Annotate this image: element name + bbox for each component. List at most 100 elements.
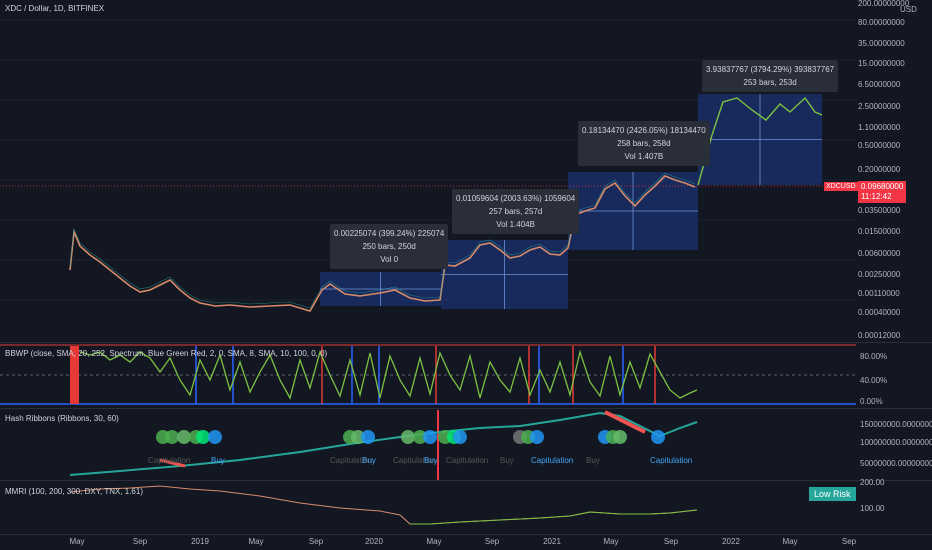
last-price-tag: 0.09680000 11:12:42 bbox=[858, 181, 907, 203]
callout-line: 0.00225074 (399.24%) 225074 bbox=[334, 229, 445, 238]
time-tick: May bbox=[782, 537, 798, 546]
time-axis-divider bbox=[0, 534, 932, 535]
symbol-tag: XDCUSD bbox=[824, 182, 858, 191]
time-tick: May bbox=[69, 537, 85, 546]
bbwp-axis[interactable]: 80.00% 40.00% 0.00% bbox=[856, 342, 932, 408]
ribbon-signal-label: Capitulation bbox=[446, 456, 489, 465]
time-tick: 2019 bbox=[191, 537, 209, 546]
callout-line: Vol 0 bbox=[380, 255, 399, 264]
ribbon-signal-label: Capitulation bbox=[531, 456, 574, 465]
price-tick: 2.50000000 bbox=[858, 102, 901, 111]
time-tick: May bbox=[426, 537, 442, 546]
low-risk-badge: Low Risk bbox=[809, 487, 856, 501]
mmri-axis[interactable]: 200.00 100.00 bbox=[856, 478, 932, 536]
time-tick: 2022 bbox=[722, 537, 740, 546]
hash-signal-dot bbox=[453, 430, 467, 444]
price-tick: 35.00000000 bbox=[858, 39, 905, 48]
price-tick: 0.20000000 bbox=[858, 165, 901, 174]
price-tick: 15.00000000 bbox=[858, 59, 905, 68]
mmri-tick: 100.00 bbox=[860, 504, 885, 513]
hash-signal-dot bbox=[423, 430, 437, 444]
mmri-line bbox=[69, 485, 698, 525]
ribbon-signal-label: Capitulation bbox=[330, 456, 373, 465]
chart-title: XDC / Dollar, 1D, BITFINEX bbox=[5, 4, 105, 13]
hash-signal-dot bbox=[651, 430, 665, 444]
pane-divider[interactable] bbox=[0, 408, 932, 409]
hash-signal-dot bbox=[351, 430, 365, 444]
bbwp-tick: 0.00% bbox=[860, 397, 883, 406]
time-tick: May bbox=[248, 537, 264, 546]
time-tick: 2021 bbox=[543, 537, 561, 546]
price-tick: 80.00000000 bbox=[858, 18, 905, 27]
mmri-low-risk-segment bbox=[410, 509, 698, 525]
hash-signal-dot bbox=[530, 430, 544, 444]
projection-path bbox=[697, 96, 823, 186]
callout-line: 3.93837767 (3794.29%) 393837767 bbox=[706, 65, 835, 74]
mmri-tick: 200.00 bbox=[860, 478, 885, 487]
bbwp-tick: 40.00% bbox=[860, 376, 888, 385]
price-axis[interactable]: USD 200.00000000 80.00000000 35.00000000 15… bbox=[856, 0, 932, 342]
price-tick: 0.00250000 bbox=[858, 270, 901, 279]
bar-countdown: 11:12:42 bbox=[861, 192, 892, 201]
measure-callout[interactable]: 0.00225074 (399.24%) 225074 250 bars, 250… bbox=[330, 224, 449, 269]
ribbon-signal-label: Buy bbox=[500, 456, 514, 465]
time-tick: Sep bbox=[308, 537, 324, 546]
measure-callout[interactable]: 0.01059604 (2003.63%) 1059604 257 bars, 2… bbox=[452, 189, 580, 234]
price-series bbox=[69, 175, 696, 312]
hash-axis[interactable]: 150000000.00000000 100000000.00000000 50… bbox=[856, 408, 932, 480]
hash-tick: 50000000.00000000 bbox=[860, 459, 932, 468]
time-tick: Sep bbox=[132, 537, 148, 546]
bbwp-header[interactable]: BBWP (close, SMA, 20, 252, Spectrum, Blu… bbox=[5, 349, 328, 358]
measure-callout[interactable]: 0.18134470 (2426.05%) 18134470 258 bars, … bbox=[578, 121, 710, 166]
time-tick: Sep bbox=[484, 537, 500, 546]
callout-line: Vol 1.407B bbox=[624, 152, 664, 161]
price-series-highs bbox=[69, 172, 696, 309]
ribbon-signal-label: Buy bbox=[362, 456, 376, 465]
hash-signal-dot bbox=[613, 430, 627, 444]
time-tick: Sep bbox=[663, 537, 679, 546]
ribbon-signal-label: Capitulation bbox=[148, 456, 191, 465]
price-tick: 0.00012000 bbox=[858, 331, 901, 340]
callout-line: 257 bars, 257d bbox=[488, 207, 543, 216]
hash-tick: 150000000.00000000 bbox=[860, 420, 932, 429]
hash-signal-dot bbox=[165, 430, 179, 444]
measure-callout[interactable]: 3.93837767 (3794.29%) 393837767 253 bars,… bbox=[702, 60, 839, 92]
callout-line: 253 bars, 253d bbox=[743, 78, 797, 87]
price-tick: 6.50000000 bbox=[858, 80, 901, 89]
hash-signal-dot bbox=[208, 430, 222, 444]
time-tick: Sep bbox=[841, 537, 857, 546]
price-tick: 0.00110000 bbox=[858, 289, 900, 298]
hash-cross-down bbox=[159, 458, 186, 468]
time-tick: 2020 bbox=[365, 537, 383, 546]
pane-divider[interactable] bbox=[0, 480, 932, 481]
hash-signal-dot bbox=[413, 430, 427, 444]
time-tick: May bbox=[603, 537, 619, 546]
price-tick: 0.01500000 bbox=[858, 227, 901, 236]
hash-signal-dot bbox=[361, 430, 375, 444]
callout-line: 0.18134470 (2426.05%) 18134470 bbox=[582, 126, 706, 135]
hash-signal-dot bbox=[401, 430, 415, 444]
pane-divider[interactable] bbox=[0, 342, 932, 343]
mmri-header[interactable]: MMRI (100, 200, 300, DXY, TNX, 1.61) bbox=[5, 487, 143, 496]
price-tick: 1.10000000 bbox=[858, 123, 901, 132]
hash-tick: 100000000.00000000 bbox=[860, 438, 932, 447]
bbwp-tick: 80.00% bbox=[860, 352, 888, 361]
hash-signal-dot bbox=[196, 430, 210, 444]
price-tick: 0.50000000 bbox=[858, 141, 901, 150]
callout-line: 250 bars, 250d bbox=[362, 242, 416, 251]
ribbon-signal-label: Buy bbox=[424, 456, 438, 465]
ribbon-signal-label: Buy bbox=[586, 456, 600, 465]
hash-signal-dot bbox=[177, 430, 191, 444]
bbwp-line bbox=[79, 349, 698, 400]
price-tick: 0.00600000 bbox=[858, 249, 901, 258]
ribbon-signal-label: Buy bbox=[211, 456, 225, 465]
price-tick: 0.03500000 bbox=[858, 206, 901, 215]
callout-line: Vol 1.404B bbox=[496, 220, 535, 229]
callout-line: 0.01059604 (2003.63%) 1059604 bbox=[456, 194, 576, 203]
ribbon-signal-label: Capitulation bbox=[393, 456, 436, 465]
hash-cross-down bbox=[604, 410, 646, 434]
last-price: 0.09680000 bbox=[861, 182, 904, 191]
hash-header[interactable]: Hash Ribbons (Ribbons, 30, 60) bbox=[5, 414, 119, 423]
bbwp-extreme-bar bbox=[70, 346, 79, 404]
